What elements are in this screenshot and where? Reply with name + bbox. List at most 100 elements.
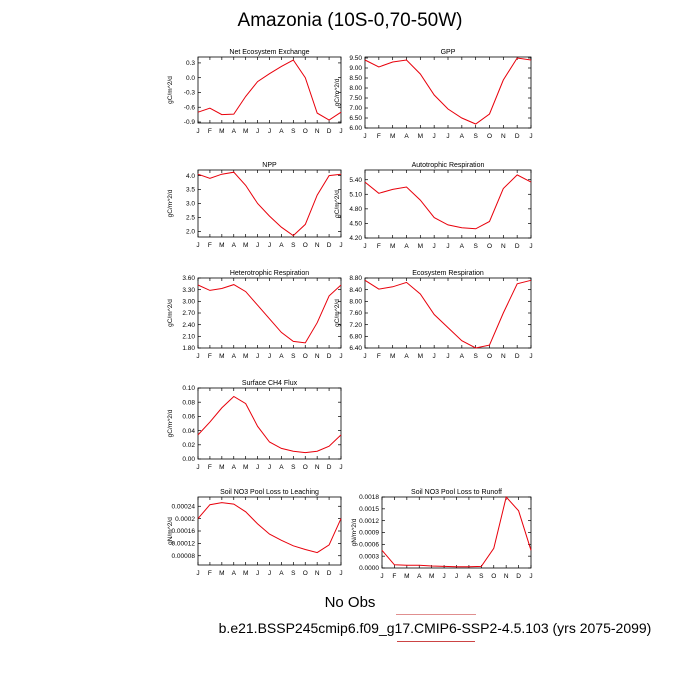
data-point — [475, 123, 476, 124]
data-point — [530, 182, 531, 183]
data-point — [406, 59, 407, 60]
x-tick-label: F — [208, 464, 212, 471]
y-tick-label: 0.0000 — [359, 565, 379, 572]
y-tick-label: 0.0015 — [359, 506, 379, 513]
x-tick-label: S — [291, 570, 296, 577]
data-point — [328, 295, 329, 296]
data-point — [340, 434, 341, 435]
x-tick-label: N — [504, 573, 509, 580]
y-tick-label: 7.60 — [349, 310, 362, 317]
x-tick-label: F — [377, 133, 381, 140]
y-tick-label: 0.02 — [182, 442, 195, 449]
data-point — [221, 502, 222, 503]
y-axis-label: gN/m^2/d — [351, 518, 358, 546]
y-tick-label: 0.3 — [186, 60, 195, 67]
data-point — [269, 318, 270, 319]
data-point — [233, 172, 234, 173]
y-tick-label: 0.0 — [186, 75, 195, 82]
y-tick-label: 6.00 — [349, 125, 362, 132]
y-tick-label: 9.50 — [349, 55, 362, 62]
x-tick-label: D — [515, 353, 520, 360]
data-point — [305, 452, 306, 453]
data-point — [489, 344, 490, 345]
y-tick-label: 7.50 — [349, 95, 362, 102]
data-point — [281, 448, 282, 449]
data-point — [434, 94, 435, 95]
data-point — [293, 451, 294, 452]
panel-frame — [381, 496, 532, 569]
y-axis-label: gC/m^2/d — [167, 189, 174, 217]
data-point — [406, 186, 407, 187]
y-tick-label: 3.0 — [186, 201, 195, 208]
x-tick-label: J — [339, 570, 342, 577]
y-tick-label: 6.80 — [349, 334, 362, 341]
y-tick-label: 4.50 — [349, 221, 362, 228]
data-point — [221, 288, 222, 289]
data-point — [328, 544, 329, 545]
data-point — [434, 314, 435, 315]
data-point — [209, 504, 210, 505]
x-tick-label: S — [291, 128, 296, 135]
data-point — [257, 305, 258, 306]
x-tick-label: M — [219, 570, 224, 577]
data-point — [461, 340, 462, 341]
y-tick-label: 2.5 — [186, 215, 195, 222]
x-tick-label: N — [501, 353, 506, 360]
x-tick-label: F — [377, 353, 381, 360]
x-tick-label: A — [460, 133, 465, 140]
x-tick-label: A — [232, 242, 237, 249]
x-tick-label: M — [219, 128, 224, 135]
y-tick-label: 6.40 — [349, 345, 362, 352]
y-tick-label: 8.00 — [349, 299, 362, 306]
data-point — [257, 523, 258, 524]
data-point — [447, 108, 448, 109]
x-tick-label: D — [327, 242, 332, 249]
panel-title: Soil NO3 Pool Loss to Runoff — [411, 489, 502, 496]
panel-title: NPP — [262, 162, 277, 169]
data-point — [517, 57, 518, 58]
series-line — [364, 279, 532, 349]
y-tick-label: 0.0012 — [359, 518, 379, 525]
y-tick-label: 0.0018 — [359, 494, 379, 501]
y-tick-label: 4.20 — [349, 235, 362, 242]
data-point — [221, 407, 222, 408]
x-tick-label: J — [196, 242, 199, 249]
data-point — [233, 114, 234, 115]
y-tick-label: 0.00 — [182, 456, 195, 463]
x-tick-label: A — [279, 128, 284, 135]
x-tick-label: N — [315, 464, 320, 471]
y-tick-label: 4.80 — [349, 206, 362, 213]
x-tick-label: S — [291, 353, 296, 360]
x-tick-label: J — [256, 464, 259, 471]
data-point — [461, 117, 462, 118]
data-point — [269, 533, 270, 534]
x-tick-label: D — [515, 243, 520, 250]
data-point — [328, 119, 329, 120]
x-tick-label: S — [291, 464, 296, 471]
x-tick-label: O — [303, 464, 308, 471]
data-point — [340, 174, 341, 175]
data-point — [420, 73, 421, 74]
y-axis-label: gC/m^2/d — [167, 76, 174, 104]
x-tick-label: J — [196, 353, 199, 360]
panel-frame — [364, 56, 532, 129]
data-point — [420, 200, 421, 201]
panel-frame — [197, 387, 342, 460]
x-tick-label: M — [390, 243, 395, 250]
data-point — [305, 342, 306, 343]
x-tick-label: O — [487, 243, 492, 250]
x-tick-label: A — [232, 570, 237, 577]
data-point — [468, 566, 469, 567]
x-tick-label: D — [516, 573, 521, 580]
y-tick-label: -0.6 — [184, 104, 196, 111]
x-tick-label: O — [303, 242, 308, 249]
y-tick-label: 0.00016 — [172, 528, 196, 535]
y-axis-label: gC/m^2/d — [334, 190, 341, 218]
data-point — [269, 73, 270, 74]
x-tick-label: F — [208, 128, 212, 135]
y-tick-label: 8.40 — [349, 287, 362, 294]
data-point — [378, 288, 379, 289]
data-point — [269, 215, 270, 216]
x-tick-label: S — [291, 242, 296, 249]
x-tick-label: J — [529, 573, 532, 580]
